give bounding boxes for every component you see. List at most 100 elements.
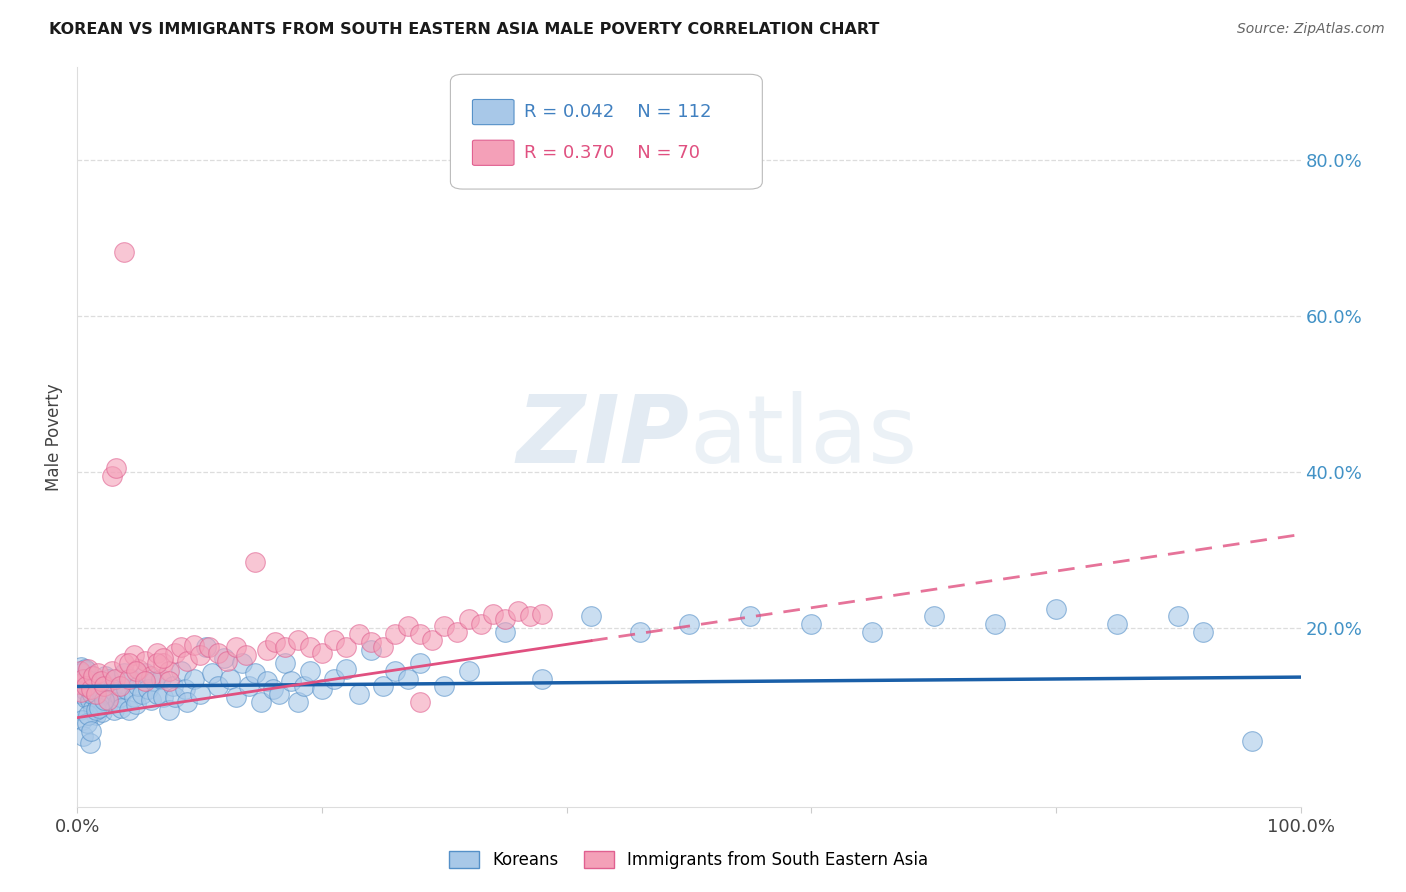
Y-axis label: Male Poverty: Male Poverty bbox=[45, 384, 63, 491]
Point bbox=[409, 695, 432, 709]
Legend: Koreans, Immigrants from South Eastern Asia: Koreans, Immigrants from South Eastern A… bbox=[450, 851, 928, 870]
Point bbox=[243, 555, 266, 569]
Point bbox=[231, 656, 253, 670]
Point bbox=[118, 672, 141, 686]
Point bbox=[457, 612, 479, 626]
Point bbox=[80, 681, 103, 696]
Point bbox=[409, 656, 432, 670]
Point bbox=[360, 643, 382, 657]
Point bbox=[298, 664, 321, 678]
Point bbox=[157, 664, 180, 678]
Point bbox=[519, 609, 541, 624]
Point bbox=[238, 680, 260, 694]
Point bbox=[311, 646, 333, 660]
Point bbox=[1191, 624, 1213, 639]
Point bbox=[69, 664, 91, 678]
Point bbox=[1167, 609, 1189, 624]
Point bbox=[75, 672, 97, 686]
Point bbox=[89, 700, 111, 714]
Point bbox=[115, 681, 138, 696]
Point bbox=[97, 698, 120, 712]
Point bbox=[740, 609, 762, 624]
Point bbox=[72, 672, 94, 686]
Point bbox=[122, 690, 145, 704]
Point bbox=[84, 708, 107, 723]
FancyBboxPatch shape bbox=[472, 140, 515, 165]
Point bbox=[93, 677, 115, 691]
Text: R = 0.042    N = 112: R = 0.042 N = 112 bbox=[524, 103, 711, 121]
Point bbox=[70, 660, 93, 674]
Point bbox=[174, 681, 197, 696]
Point bbox=[100, 681, 122, 696]
Point bbox=[84, 687, 107, 701]
Point bbox=[90, 705, 112, 719]
Point bbox=[93, 680, 115, 694]
Point bbox=[67, 675, 90, 690]
Point bbox=[77, 661, 100, 675]
Point bbox=[371, 680, 394, 694]
Point bbox=[215, 654, 238, 668]
Point bbox=[70, 666, 93, 681]
Point bbox=[86, 690, 108, 704]
Point bbox=[136, 681, 159, 696]
Point bbox=[225, 690, 247, 704]
Point bbox=[93, 692, 115, 706]
Point bbox=[183, 638, 205, 652]
Point bbox=[323, 672, 346, 686]
Point bbox=[212, 650, 235, 665]
Point bbox=[107, 695, 129, 709]
Point bbox=[262, 681, 284, 696]
Point bbox=[298, 640, 321, 655]
Point bbox=[531, 607, 554, 621]
Point bbox=[243, 666, 266, 681]
Point bbox=[1240, 734, 1263, 748]
Point bbox=[134, 654, 156, 668]
Point bbox=[134, 666, 156, 681]
Text: R = 0.370    N = 70: R = 0.370 N = 70 bbox=[524, 144, 700, 161]
Point bbox=[678, 617, 700, 632]
Point bbox=[287, 632, 309, 647]
Point bbox=[274, 656, 297, 670]
Point bbox=[112, 656, 135, 670]
Point bbox=[311, 681, 333, 696]
FancyBboxPatch shape bbox=[450, 74, 762, 189]
Point bbox=[194, 640, 217, 655]
Point bbox=[420, 632, 443, 647]
Point bbox=[125, 664, 148, 678]
Point bbox=[143, 673, 166, 688]
Point bbox=[146, 687, 169, 701]
Point bbox=[120, 672, 142, 686]
Point bbox=[482, 607, 505, 621]
Point bbox=[76, 664, 98, 678]
Point bbox=[90, 685, 112, 699]
Point bbox=[628, 624, 651, 639]
Point bbox=[433, 619, 456, 633]
Point bbox=[72, 729, 94, 743]
Point bbox=[108, 680, 131, 694]
Point bbox=[188, 687, 211, 701]
Point bbox=[396, 672, 419, 686]
Point bbox=[280, 673, 302, 688]
Point bbox=[105, 461, 128, 475]
Point bbox=[470, 617, 492, 632]
Point bbox=[87, 695, 110, 709]
Text: Source: ZipAtlas.com: Source: ZipAtlas.com bbox=[1237, 22, 1385, 37]
Point bbox=[188, 648, 211, 663]
Point bbox=[146, 656, 169, 670]
Point bbox=[335, 661, 357, 675]
Point bbox=[73, 683, 96, 698]
Point bbox=[579, 609, 602, 624]
Point bbox=[176, 654, 198, 668]
Point bbox=[77, 680, 100, 694]
Point bbox=[118, 703, 141, 717]
Point bbox=[94, 669, 117, 683]
Point bbox=[274, 640, 297, 655]
Point bbox=[235, 648, 257, 663]
Point bbox=[100, 664, 122, 678]
Point bbox=[146, 646, 169, 660]
Point bbox=[118, 656, 141, 670]
Point bbox=[112, 666, 135, 681]
Point bbox=[446, 624, 468, 639]
Point bbox=[269, 687, 291, 701]
Point bbox=[110, 700, 132, 714]
